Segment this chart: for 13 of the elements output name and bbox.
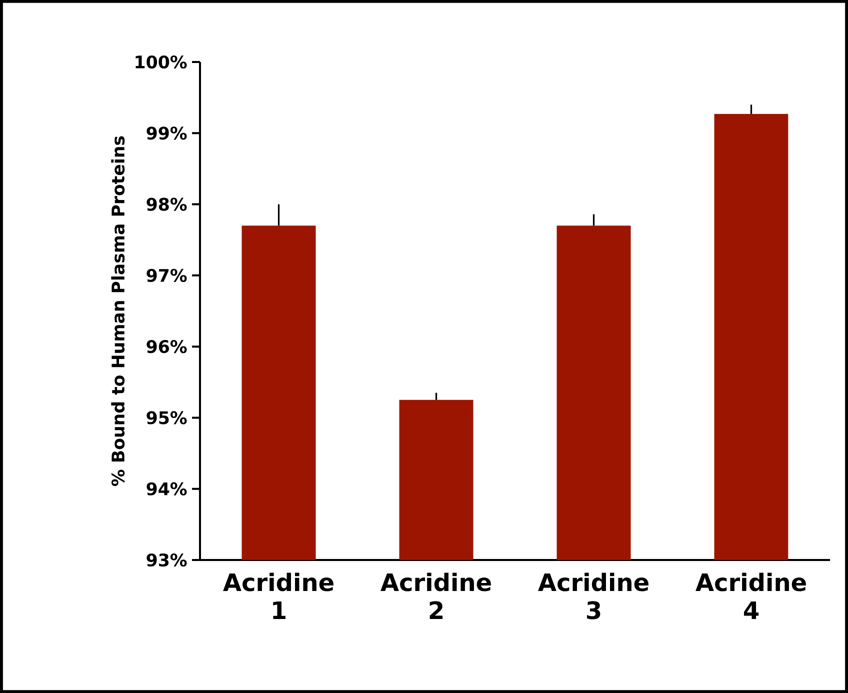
y-tick-label: 95% (146, 411, 187, 424)
y-tick-label: 98% (146, 198, 187, 211)
y-tick-label: 93% (146, 553, 187, 567)
y-tick-label: 99% (146, 126, 187, 140)
y-axis-title: % Bound to Human Plasma Proteins (111, 136, 125, 486)
y-tick-label: 97% (146, 268, 187, 282)
x-tick-label: Acridine 4 (696, 572, 806, 619)
x-tick-label: Acridine 1 (223, 572, 334, 619)
y-tick-label: 94% (146, 482, 187, 496)
y-tick-label: 96% (146, 340, 187, 354)
x-tick-label: Acridine 3 (538, 572, 648, 620)
y-tick-label: 100% (136, 55, 187, 69)
x-tick-label: Acridine 2 (380, 572, 491, 619)
